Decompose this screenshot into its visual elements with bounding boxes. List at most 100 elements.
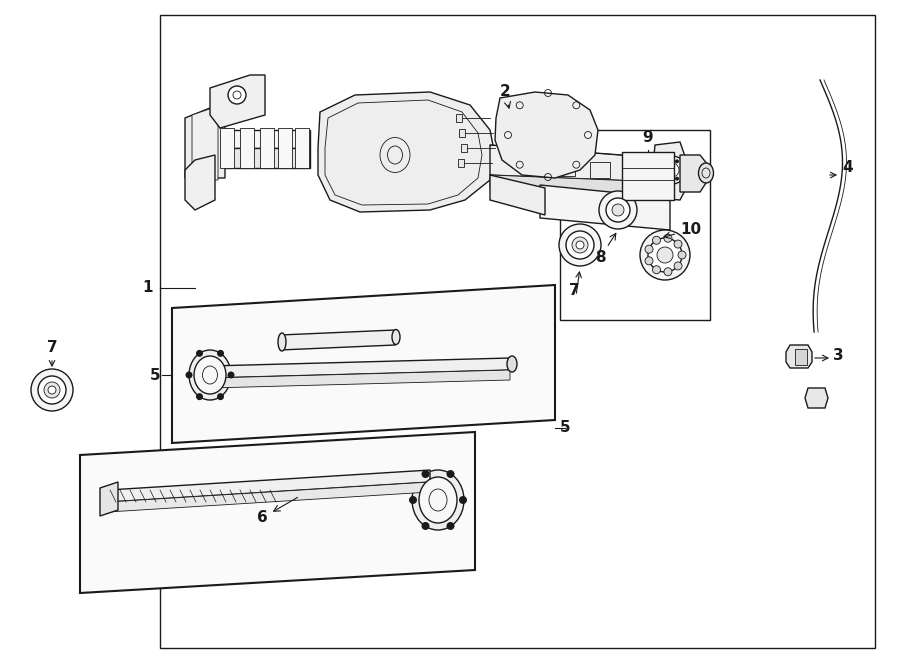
Polygon shape [625,164,645,180]
Ellipse shape [194,356,226,394]
Circle shape [675,159,679,163]
Circle shape [645,257,653,265]
Bar [795,349,807,365]
Bar [560,130,710,320]
Polygon shape [490,175,660,195]
Ellipse shape [507,356,517,372]
Polygon shape [786,345,812,368]
Bar [622,152,674,200]
Circle shape [228,371,235,379]
Circle shape [658,156,686,184]
Ellipse shape [44,382,60,398]
Bar [160,15,875,648]
Circle shape [446,470,454,478]
Polygon shape [805,388,828,408]
Polygon shape [80,432,475,593]
Polygon shape [195,118,200,172]
Polygon shape [185,155,215,210]
Circle shape [678,251,686,259]
Ellipse shape [38,376,66,404]
Circle shape [664,268,672,276]
Ellipse shape [698,163,714,183]
Ellipse shape [566,231,594,259]
Polygon shape [555,160,575,176]
Ellipse shape [189,350,231,400]
Circle shape [664,234,672,243]
Polygon shape [185,108,225,178]
Ellipse shape [612,204,624,216]
Text: 8: 8 [595,233,616,266]
Circle shape [665,159,669,163]
Circle shape [674,240,682,248]
Polygon shape [490,145,660,182]
Ellipse shape [606,198,630,222]
Text: 6: 6 [256,497,298,525]
Polygon shape [260,128,274,168]
Circle shape [665,176,669,180]
Polygon shape [590,162,610,178]
Ellipse shape [392,329,400,344]
Polygon shape [220,128,234,168]
Text: 3: 3 [833,348,843,362]
Polygon shape [210,370,510,388]
Ellipse shape [599,191,637,229]
Ellipse shape [412,470,464,530]
Polygon shape [680,155,708,192]
Circle shape [459,496,467,504]
Circle shape [409,496,417,504]
Polygon shape [195,130,310,148]
Ellipse shape [640,230,690,280]
Ellipse shape [419,477,457,523]
Text: 1: 1 [143,280,153,295]
Text: 2: 2 [500,85,510,108]
Ellipse shape [48,386,56,394]
Text: 5: 5 [560,420,571,436]
Circle shape [680,168,684,172]
Circle shape [675,176,679,180]
Polygon shape [172,285,555,443]
Polygon shape [652,142,688,200]
Polygon shape [458,159,464,167]
Polygon shape [295,128,309,168]
Circle shape [228,86,246,104]
Polygon shape [490,175,545,215]
Circle shape [421,522,429,530]
Polygon shape [459,129,465,137]
Text: 4: 4 [842,161,852,176]
Polygon shape [495,92,598,178]
Circle shape [652,266,661,274]
Text: 7: 7 [47,340,58,355]
Polygon shape [461,144,467,152]
Circle shape [660,168,664,172]
Polygon shape [278,128,292,168]
Circle shape [446,522,454,530]
Circle shape [217,393,224,400]
Circle shape [421,470,429,478]
Polygon shape [240,128,254,168]
Ellipse shape [648,238,682,272]
Ellipse shape [278,333,286,351]
Circle shape [185,371,193,379]
Ellipse shape [576,241,584,249]
Circle shape [674,262,682,270]
Text: 9: 9 [643,130,653,145]
Ellipse shape [572,237,588,253]
Ellipse shape [657,247,673,263]
Text: 10: 10 [664,223,701,239]
Polygon shape [280,330,395,350]
Circle shape [196,350,203,357]
Circle shape [645,245,653,253]
Polygon shape [195,148,310,168]
Polygon shape [192,106,218,180]
Polygon shape [100,482,118,516]
Ellipse shape [559,224,601,266]
Text: 5: 5 [149,368,160,383]
Polygon shape [456,114,462,122]
Circle shape [652,236,661,245]
Circle shape [196,393,203,400]
Ellipse shape [31,369,73,411]
Polygon shape [108,470,430,502]
Polygon shape [318,92,495,212]
Circle shape [217,350,224,357]
Polygon shape [108,482,430,512]
